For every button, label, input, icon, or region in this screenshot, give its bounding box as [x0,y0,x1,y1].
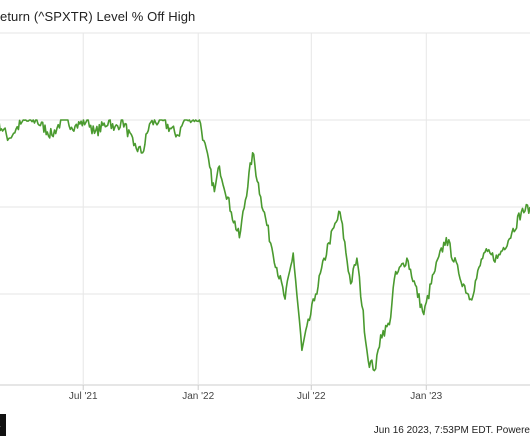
brand-logo: a [0,414,6,436]
series-line [0,119,530,372]
x-tick-label: Jul '22 [297,391,326,402]
x-tick-label: Jan '22 [182,391,214,402]
grid-lines [0,32,530,386]
series-group [0,119,530,372]
chart-title: eturn (^SPXTR) Level % Off High [0,9,196,24]
footer-timestamp: Jun 16 2023, 7:53PM EDT. Powere [373,425,530,436]
x-tick-label: Jul '21 [69,391,98,402]
x-tick-label: Jan '23 [410,391,442,402]
